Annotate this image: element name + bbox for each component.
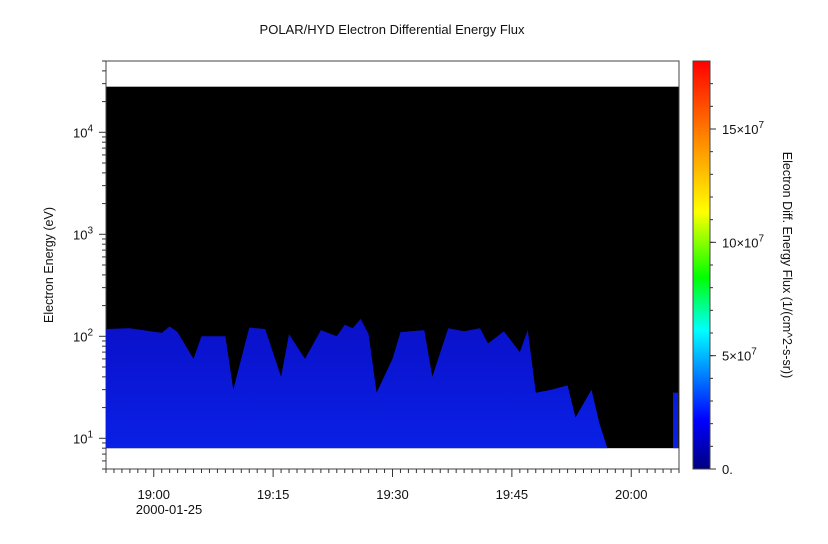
x-axis: 19:00 19:15 19:30 19:45 20:00: [105, 469, 680, 502]
y-tick-label: 104: [73, 123, 93, 140]
y-tick-label: 103: [73, 225, 93, 242]
x-tick-label: 19:00: [137, 487, 170, 502]
x-tick-label: 20:00: [615, 487, 648, 502]
colorbar-tick-label: 10×107: [722, 233, 765, 250]
electron-flux-region: [106, 318, 678, 449]
colorbar-tick-label: 0.: [722, 462, 733, 477]
chart-title: POLAR/HYD Electron Differential Energy F…: [260, 22, 525, 37]
x-tick-label: 19:30: [376, 487, 409, 502]
y-axis-label: Electron Energy (eV): [42, 207, 56, 323]
y-tick-label: 101: [73, 429, 93, 446]
plot-area: [105, 60, 680, 470]
x-date-label: 2000-01-25: [136, 502, 203, 517]
x-tick-label: 19:45: [496, 487, 529, 502]
colorbar-tick-label: 15×107: [722, 120, 765, 137]
colorbar-gradient: [692, 60, 711, 470]
y-tick-label: 102: [73, 327, 93, 344]
colorbar: 0. 5×107 10×107 15×107: [692, 60, 765, 477]
y-axis: 101 102 103 104: [73, 60, 106, 470]
x-tick-label: 19:15: [257, 487, 290, 502]
colorbar-tick-label: 5×107: [722, 347, 757, 364]
colorbar-label: Electron Diff. Energy Flux (1/(cm^2-s-sr…: [780, 152, 794, 379]
colorbar-ticks: 0. 5×107 10×107 15×107: [710, 83, 765, 477]
